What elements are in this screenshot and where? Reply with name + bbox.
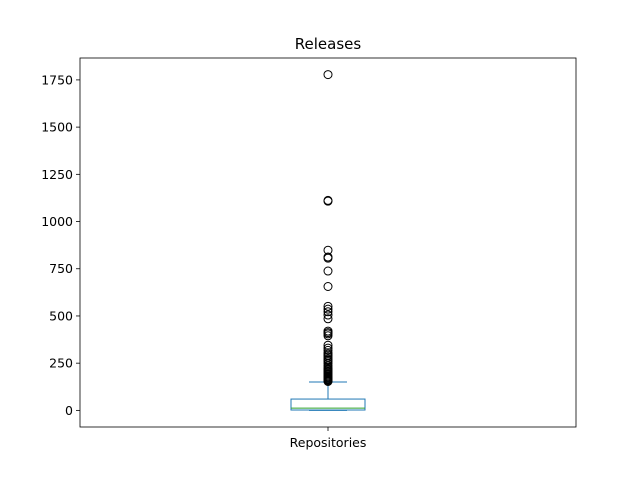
outlier-point <box>323 196 333 206</box>
outlier-point <box>323 331 333 341</box>
outlier-point <box>323 304 333 314</box>
y-tick-label: 250 <box>49 356 73 371</box>
y-tick-label: 1500 <box>41 120 73 135</box>
outlier-point <box>323 314 333 324</box>
iqr-box <box>290 398 366 411</box>
outlier-point <box>323 376 333 386</box>
outlier-point <box>323 70 333 80</box>
axes-frame <box>79 57 577 428</box>
plot-area <box>290 70 366 411</box>
outlier-point <box>323 310 333 320</box>
chart-title: Releases <box>295 35 362 53</box>
outlier-point <box>323 282 333 292</box>
y-tick-label: 750 <box>49 261 73 276</box>
y-tick-label: 1250 <box>41 167 73 182</box>
y-tick-label: 500 <box>49 308 73 323</box>
y-tick-label: 1750 <box>41 72 73 87</box>
y-axis: 0 250 500 750 1000 1250 1500 1750 <box>41 72 80 418</box>
y-tick-label: 1000 <box>41 214 73 229</box>
x-axis: Repositories <box>290 427 367 450</box>
x-tick-label: Repositories <box>290 435 367 450</box>
outlier-point <box>323 301 333 311</box>
outlier-point <box>323 266 333 276</box>
outlier-point <box>323 307 333 317</box>
outlier-point <box>323 253 333 263</box>
y-tick-label: 0 <box>65 403 73 418</box>
outlier-point <box>323 345 333 355</box>
